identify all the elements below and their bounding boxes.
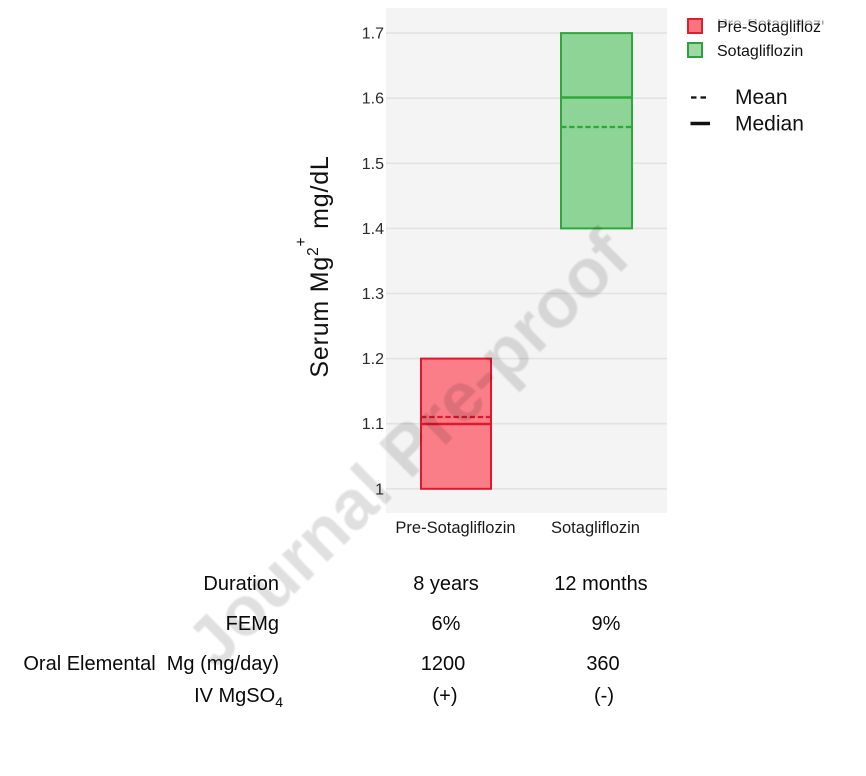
svg-text:12 months: 12 months: [554, 573, 647, 595]
svg-text:1.7: 1.7: [362, 26, 384, 43]
svg-text:FEMg: FEMg: [226, 613, 279, 635]
svg-text:8 years: 8 years: [413, 573, 479, 595]
svg-text:(+): (+): [433, 685, 458, 707]
svg-text:Pre-Sotagliflozin: Pre-Sotagliflozin: [717, 16, 834, 33]
svg-text:(-): (-): [594, 685, 614, 707]
svg-text:Duration: Duration: [203, 573, 279, 595]
svg-text:Mean: Mean: [735, 86, 788, 109]
svg-text:Pre-Sotaglifloz: Pre-Sotaglifloz: [717, 19, 821, 36]
svg-text:1.2: 1.2: [362, 351, 384, 368]
svg-text:Serum Mg2+ mg/dL: Serum Mg2+ mg/dL: [293, 155, 334, 377]
svg-text:1.3: 1.3: [362, 286, 384, 303]
svg-text:9%: 9%: [592, 613, 621, 635]
svg-text:Median: Median: [735, 113, 804, 136]
svg-text:Pre-Sotagliflozin: Pre-Sotagliflozin: [395, 519, 515, 537]
svg-text:360: 360: [586, 653, 619, 675]
svg-text:1: 1: [375, 481, 384, 498]
svg-text:Sotagliflozin: Sotagliflozin: [717, 43, 803, 60]
svg-text:IV MgSO4: IV MgSO4: [194, 685, 283, 710]
svg-text:6%: 6%: [432, 613, 461, 635]
svg-text:Oral Elemental Mg (mg/day): Oral Elemental Mg (mg/day): [23, 653, 279, 675]
svg-text:1.1: 1.1: [362, 416, 384, 433]
svg-text:1.5: 1.5: [362, 156, 384, 173]
svg-text:1200: 1200: [421, 653, 466, 675]
svg-text:Sotagliflozin: Sotagliflozin: [551, 519, 640, 537]
svg-text:1.4: 1.4: [362, 221, 384, 238]
svg-text:1.6: 1.6: [362, 91, 384, 108]
